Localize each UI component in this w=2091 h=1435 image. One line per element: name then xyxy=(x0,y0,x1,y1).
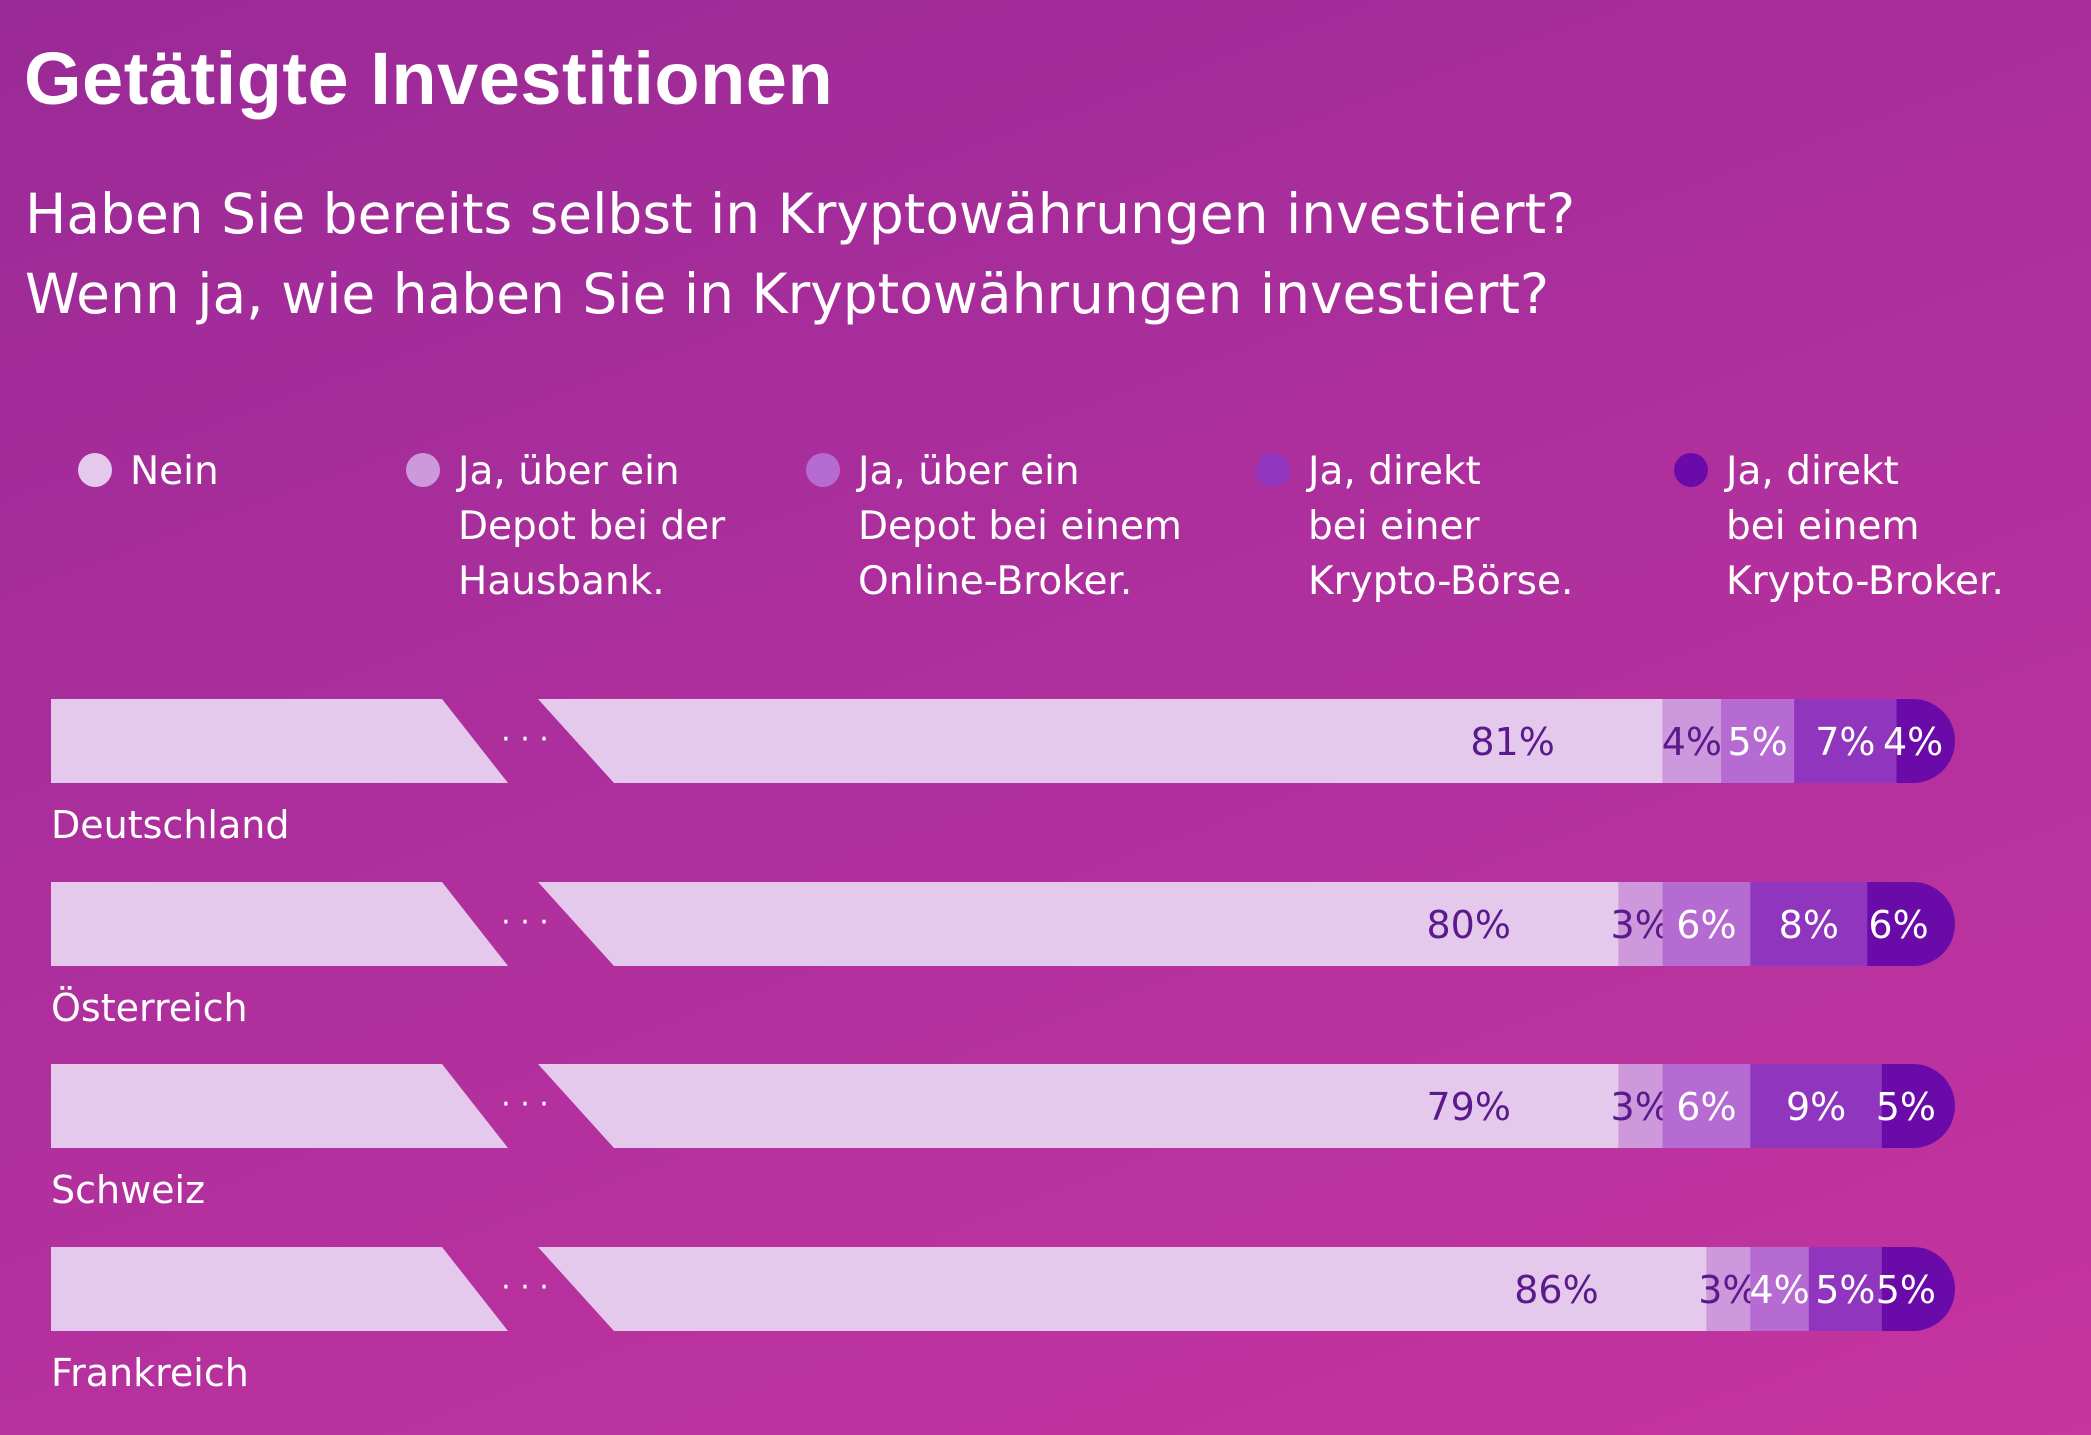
bar-value-label: 5% xyxy=(1727,720,1787,764)
bar-segment xyxy=(1794,699,1898,783)
axis-break-marker: · · · xyxy=(501,1087,549,1122)
category-label: Schweiz xyxy=(51,1168,205,1212)
bar-segment xyxy=(1808,1247,1883,1331)
bar-segment xyxy=(1881,1064,1955,1148)
legend-label: Ja, direkt bei einem Krypto-Broker. xyxy=(1726,449,2004,604)
bar-segment xyxy=(1618,1064,1664,1148)
legend-label: Ja, über ein Depot bei einem Online-Brok… xyxy=(858,449,1182,604)
bar-segment-nein-stub xyxy=(51,699,508,783)
axis-break-marker: · · · xyxy=(501,1270,549,1305)
bar-segment-nein xyxy=(538,1064,1619,1148)
bar-value-label: 3% xyxy=(1611,903,1671,947)
legend-swatch xyxy=(406,453,440,487)
bar-segment xyxy=(1706,1247,1751,1331)
bar-segment-nein xyxy=(538,1247,1707,1331)
chart-subtitle-line-2: Wenn ja, wie haben Sie in Kryptowährunge… xyxy=(25,262,1550,326)
bar-segment xyxy=(1750,1247,1810,1331)
axis-break-marker: · · · xyxy=(501,905,549,940)
axis-break-marker: · · · xyxy=(501,722,549,757)
bar-value-label: 5% xyxy=(1815,1268,1875,1312)
legend-label: Ja, über ein Depot bei der Hausbank. xyxy=(458,449,726,604)
bar-value-label: 9% xyxy=(1786,1085,1846,1129)
bar-value-label: 79% xyxy=(1427,1085,1511,1129)
legend-swatch xyxy=(806,453,840,487)
bar-value-label: 86% xyxy=(1514,1268,1598,1312)
bar-segment-nein-stub xyxy=(51,1064,508,1148)
bar-value-label: 3% xyxy=(1611,1085,1671,1129)
bar-value-label: 80% xyxy=(1427,903,1511,947)
bar-segment xyxy=(1662,699,1722,783)
chart-subtitle-line-1: Haben Sie bereits selbst in Kryptowährun… xyxy=(25,182,1576,246)
bar-segment xyxy=(1662,1064,1751,1148)
legend-swatch xyxy=(1256,453,1290,487)
bar-value-label: 6% xyxy=(1676,903,1736,947)
bar-value-label: 4% xyxy=(1749,1268,1809,1312)
legend-swatch xyxy=(78,453,112,487)
bar-segment xyxy=(1618,882,1664,966)
category-label: Deutschland xyxy=(51,803,289,847)
bar-segment-nein xyxy=(538,699,1663,783)
bar-segment xyxy=(1721,699,1795,783)
bar-value-label: 6% xyxy=(1676,1085,1736,1129)
bar-value-label: 5% xyxy=(1876,1085,1936,1129)
bar-segment xyxy=(1750,1064,1883,1148)
bar-value-label: 8% xyxy=(1779,903,1839,947)
bar-segment-nein-stub xyxy=(51,1247,508,1331)
legend-swatch xyxy=(1674,453,1708,487)
category-label: Österreich xyxy=(51,986,248,1030)
bar-segment xyxy=(1662,882,1751,966)
bar-value-label: 6% xyxy=(1868,903,1928,947)
bar-value-label: 3% xyxy=(1698,1268,1758,1312)
bar-value-label: 81% xyxy=(1470,720,1554,764)
legend-label: Nein xyxy=(130,449,219,494)
bar-value-label: 4% xyxy=(1662,720,1722,764)
bar-segment-nein xyxy=(538,882,1619,966)
bar-value-label: 5% xyxy=(1876,1268,1936,1312)
bar-value-label: 7% xyxy=(1815,720,1875,764)
legend-label: Ja, direkt bei einer Krypto-Börse. xyxy=(1308,449,1574,604)
bar-value-label: 4% xyxy=(1883,720,1943,764)
chart-title: Getätigte Investitionen xyxy=(24,37,834,120)
bar-segment xyxy=(1750,882,1868,966)
bar-segment-nein-stub xyxy=(51,882,508,966)
category-label: Frankreich xyxy=(51,1351,249,1395)
bar-segment xyxy=(1896,699,1955,783)
bar-segment xyxy=(1881,1247,1955,1331)
bar-segment xyxy=(1867,882,1955,966)
